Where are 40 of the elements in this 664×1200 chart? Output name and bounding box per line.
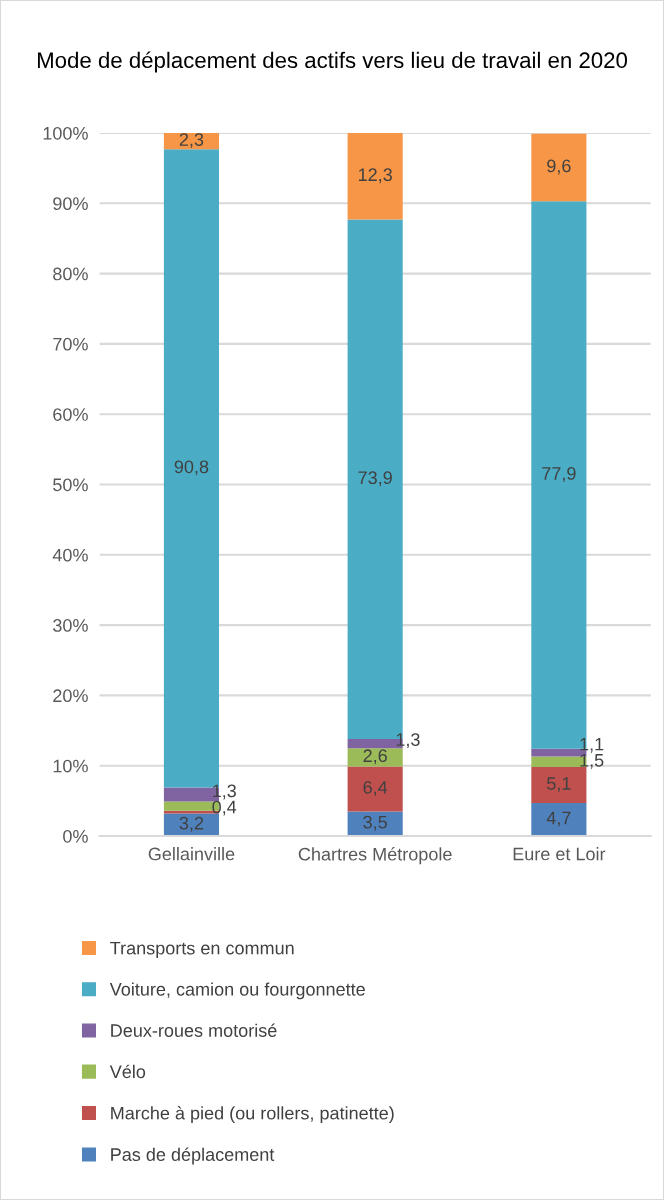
y-tick-label: 90% (53, 197, 88, 211)
data-label: 6,4 (363, 780, 388, 796)
bar (347, 748, 403, 767)
data-label: 9,6 (547, 159, 571, 175)
legend-label: Transports en commun (110, 941, 294, 959)
bar (347, 811, 403, 836)
data-label: 3,2 (179, 816, 204, 832)
y-tick-label: 80% (53, 267, 88, 281)
data-label: 73,9 (358, 471, 392, 487)
y-tick-label: 30% (53, 619, 88, 632)
x-tick-label: Eure et Loir (513, 847, 606, 861)
data-label: 12,3 (358, 168, 392, 184)
y-tick-label: 40% (52, 548, 88, 562)
bar (347, 133, 403, 220)
bar (531, 133, 587, 202)
data-label: 77,9 (542, 467, 576, 482)
data-label: 90,8 (174, 460, 209, 476)
x-tick-label: Chartres Métropole (298, 847, 452, 865)
y-tick-label: 100% (43, 126, 88, 140)
data-label: 4,7 (546, 811, 571, 827)
data-label: 2,6 (363, 749, 387, 765)
legend-label: Marche à pied (ou rollers, patinette) (111, 1106, 394, 1124)
data-label: 3,5 (363, 815, 387, 831)
legend-label: Vélo (109, 1064, 146, 1079)
y-tick-label: 70% (53, 337, 88, 351)
legend-label: Pas de déplacement (111, 1147, 275, 1165)
data-label: 2,3 (179, 133, 204, 149)
y-tick-label: 60% (53, 408, 88, 421)
legend-label: Deux-roues motorisé (111, 1023, 277, 1037)
data-label: 5,1 (547, 777, 571, 793)
y-tick-label: 0% (63, 829, 88, 843)
bar (531, 802, 587, 836)
y-tick-label: 50% (53, 478, 88, 492)
x-tick-label: Gellainville (148, 847, 235, 861)
y-tick-label: 20% (53, 689, 88, 703)
bar (347, 766, 403, 812)
legend-label: Voiture, camion ou fourgonnette (109, 982, 365, 1000)
bar (531, 767, 587, 803)
y-tick-label: 10% (53, 759, 88, 773)
chart-title: Mode de déplacement des actifs vers lieu de travail en 2020 (37, 51, 628, 73)
